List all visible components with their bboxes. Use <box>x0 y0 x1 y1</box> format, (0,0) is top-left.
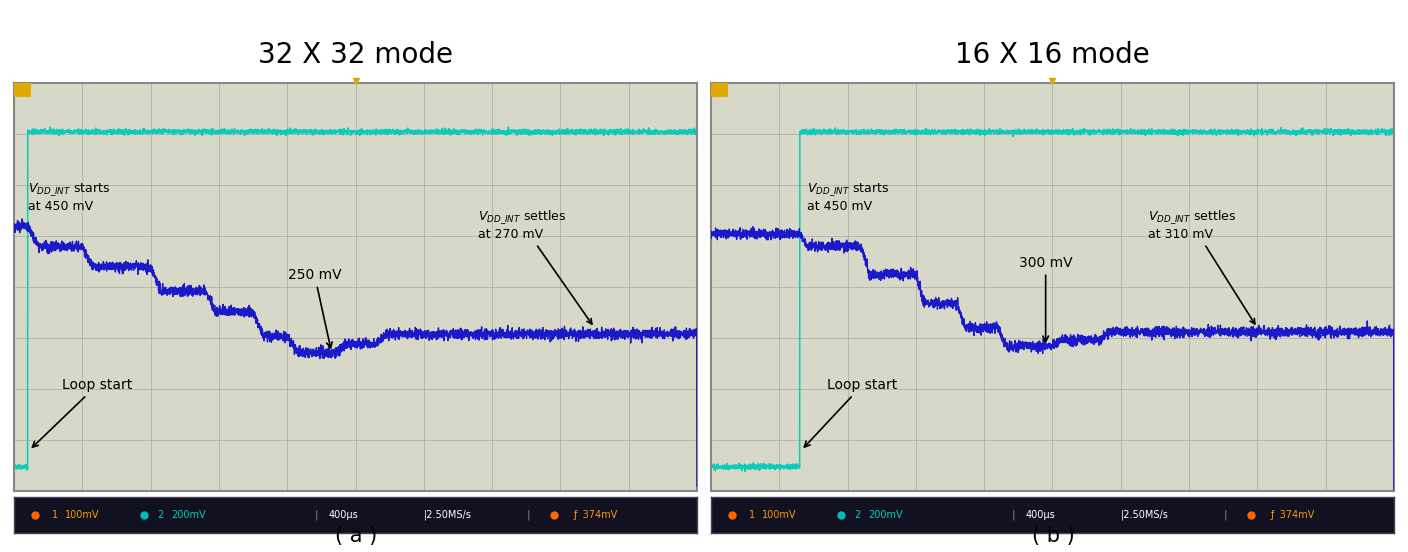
Text: ƒ  374mV: ƒ 374mV <box>574 509 618 520</box>
Text: 2: 2 <box>855 509 860 520</box>
Text: |: | <box>314 509 318 520</box>
Text: Loop start: Loop start <box>804 378 897 447</box>
Text: 32 X 32 mode: 32 X 32 mode <box>258 40 453 68</box>
Text: 400μs: 400μs <box>1025 509 1055 520</box>
Text: |2.50MS/s: |2.50MS/s <box>424 509 472 520</box>
Text: |: | <box>1224 509 1226 520</box>
Text: 400μs: 400μs <box>328 509 358 520</box>
Text: |2.50MS/s: |2.50MS/s <box>1121 509 1169 520</box>
Text: |: | <box>527 509 529 520</box>
Text: ( a ): ( a ) <box>335 527 377 546</box>
Text: 1: 1 <box>749 509 755 520</box>
Text: $V_{DD\_INT}$ settles
at 270 mV: $V_{DD\_INT}$ settles at 270 mV <box>479 208 591 324</box>
Text: ( b ): ( b ) <box>1032 527 1074 546</box>
Text: $V_{DD\_INT}$ starts
at 450 mV: $V_{DD\_INT}$ starts at 450 mV <box>807 181 888 213</box>
Text: 16 X 16 mode: 16 X 16 mode <box>955 40 1150 68</box>
Text: $V_{DD\_INT}$ settles
at 310 mV: $V_{DD\_INT}$ settles at 310 mV <box>1148 208 1255 324</box>
Text: |: | <box>1011 509 1015 520</box>
Text: $V_{DD\_INT}$ starts
at 450 mV: $V_{DD\_INT}$ starts at 450 mV <box>28 181 110 213</box>
Text: 100mV: 100mV <box>65 509 100 520</box>
Bar <box>711 83 728 97</box>
Text: 300 mV: 300 mV <box>1019 256 1073 342</box>
Text: 1: 1 <box>52 509 58 520</box>
Text: 100mV: 100mV <box>762 509 797 520</box>
Text: Loop start: Loop start <box>32 378 132 447</box>
Text: ƒ  374mV: ƒ 374mV <box>1271 509 1315 520</box>
Bar <box>14 83 31 97</box>
Text: 200mV: 200mV <box>172 509 206 520</box>
Text: 2: 2 <box>158 509 163 520</box>
Text: 200mV: 200mV <box>869 509 903 520</box>
Text: 250 mV: 250 mV <box>287 268 341 348</box>
